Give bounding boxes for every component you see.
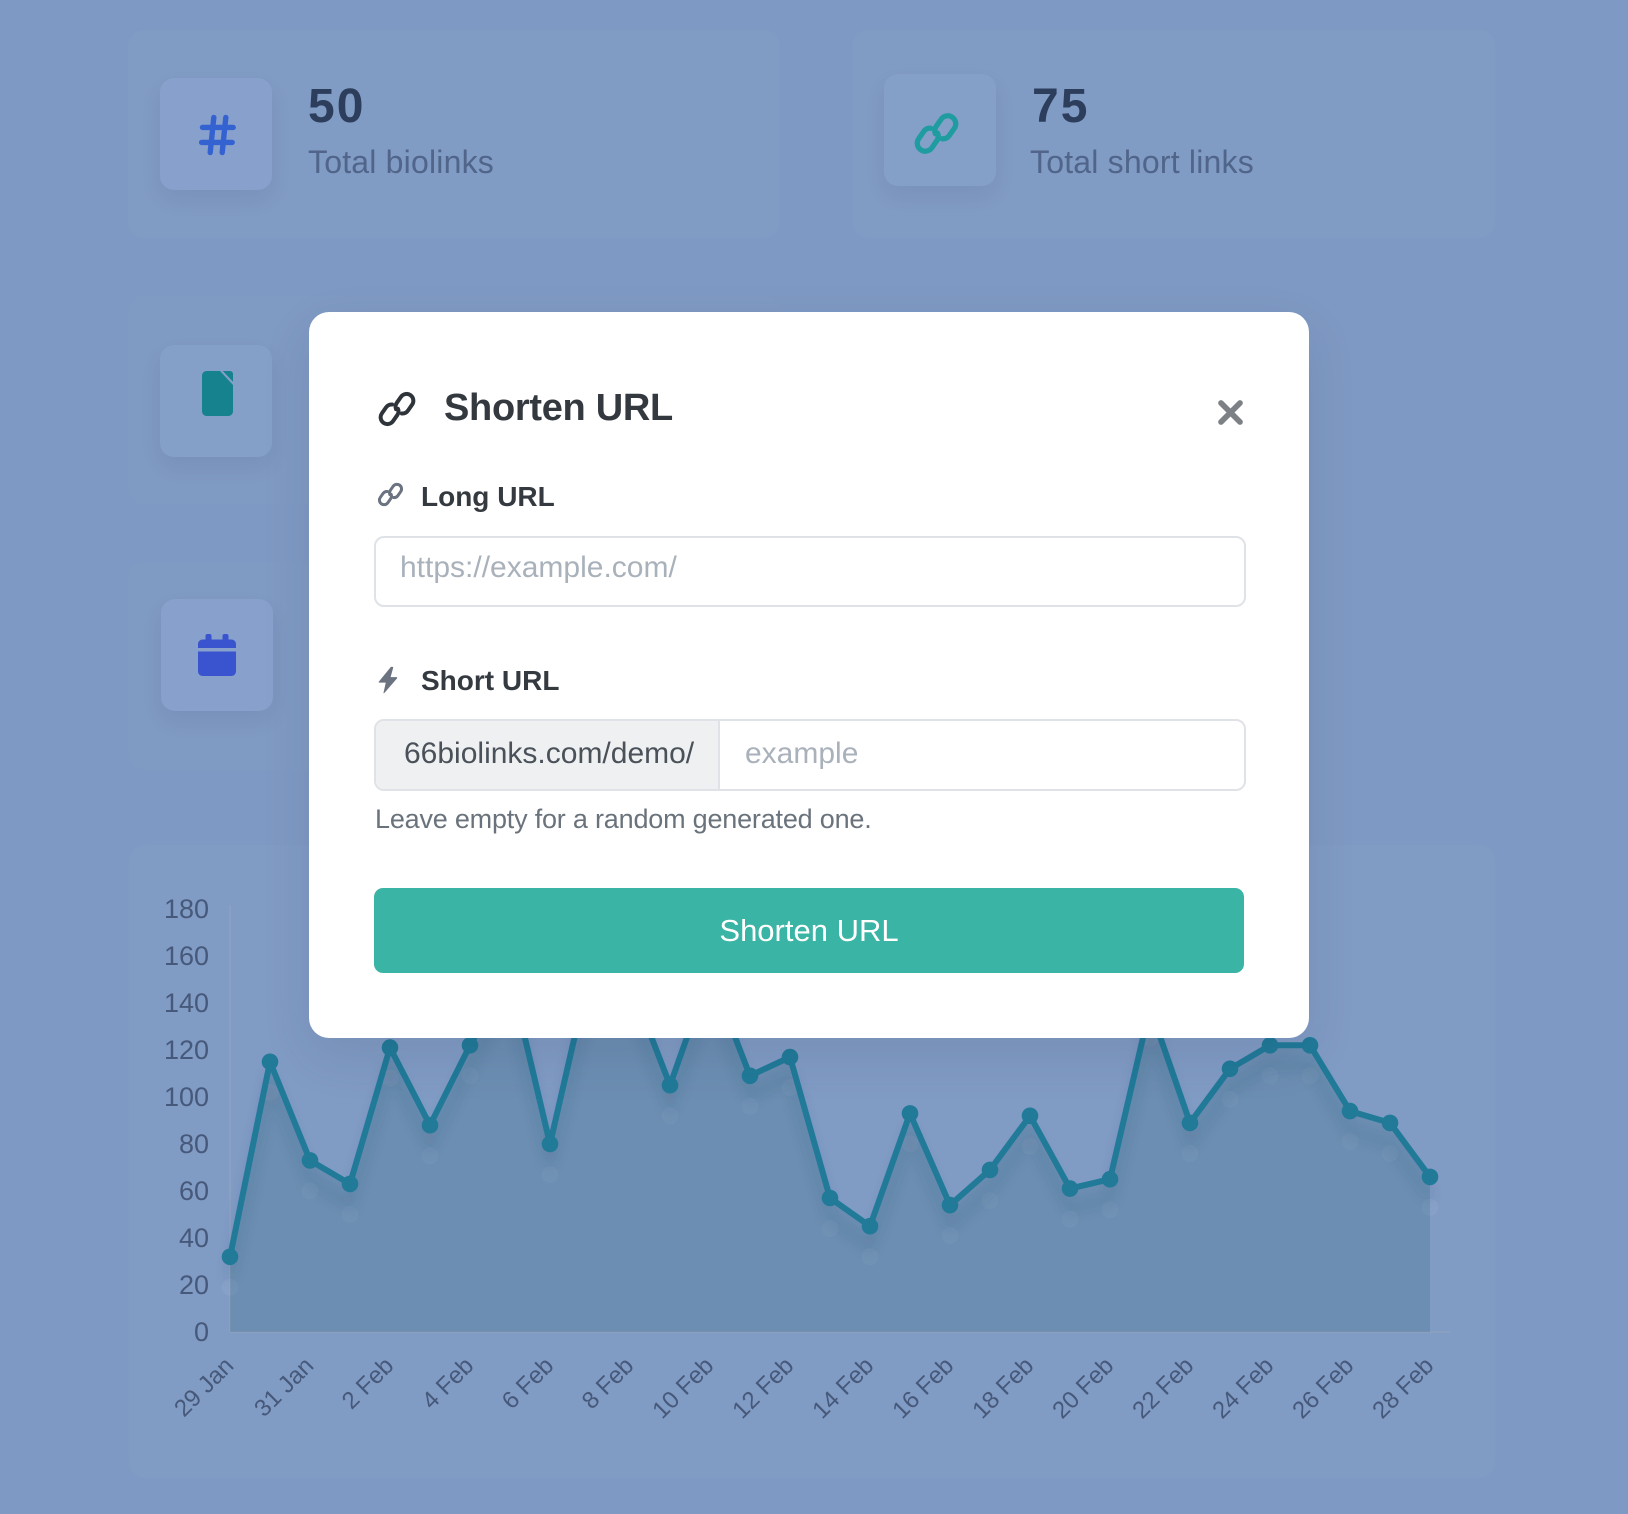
svg-text:100: 100: [164, 1082, 209, 1112]
svg-text:4 Feb: 4 Feb: [417, 1352, 479, 1414]
svg-text:28 Feb: 28 Feb: [1367, 1352, 1439, 1424]
svg-text:40: 40: [179, 1223, 209, 1253]
svg-text:18 Feb: 18 Feb: [967, 1352, 1039, 1424]
svg-text:14 Feb: 14 Feb: [807, 1352, 879, 1424]
svg-text:22 Feb: 22 Feb: [1127, 1352, 1199, 1424]
svg-text:6 Feb: 6 Feb: [497, 1352, 559, 1414]
svg-text:10 Feb: 10 Feb: [647, 1352, 719, 1424]
svg-text:160: 160: [164, 941, 209, 971]
svg-text:24 Feb: 24 Feb: [1207, 1352, 1279, 1424]
svg-text:26 Feb: 26 Feb: [1287, 1352, 1359, 1424]
svg-text:180: 180: [164, 894, 209, 924]
svg-text:120: 120: [164, 1035, 209, 1065]
svg-text:0: 0: [194, 1317, 209, 1347]
svg-text:29 Jan: 29 Jan: [169, 1352, 239, 1422]
svg-text:31 Jan: 31 Jan: [249, 1352, 319, 1422]
svg-text:16 Feb: 16 Feb: [887, 1352, 959, 1424]
svg-text:60: 60: [179, 1176, 209, 1206]
svg-text:80: 80: [179, 1129, 209, 1159]
svg-text:8 Feb: 8 Feb: [577, 1352, 639, 1414]
svg-text:20 Feb: 20 Feb: [1047, 1352, 1119, 1424]
svg-text:12 Feb: 12 Feb: [727, 1352, 799, 1424]
svg-text:20: 20: [179, 1270, 209, 1300]
svg-text:140: 140: [164, 988, 209, 1018]
svg-text:2 Feb: 2 Feb: [337, 1352, 399, 1414]
